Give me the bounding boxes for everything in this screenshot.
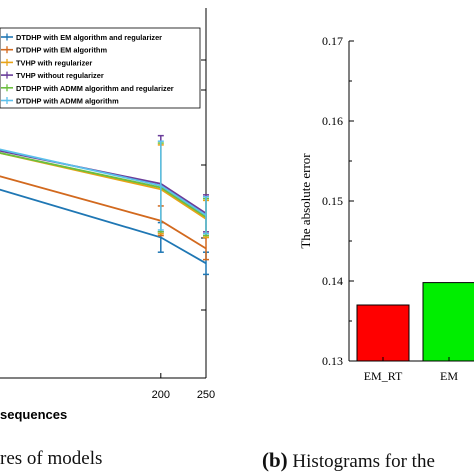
legend-box (0, 27, 201, 109)
y-tick-label: 0.16 (322, 114, 343, 128)
bar (422, 282, 474, 362)
series-line (0, 175, 207, 250)
legend-entry: DTDHP with EM algorithm and regularizer (16, 33, 162, 42)
y-tick-label: 0.15 (322, 194, 343, 208)
legend-entry: DTDHP with ADMM algorithm and regularize… (16, 84, 174, 93)
x-tick-label: 250 (197, 389, 215, 401)
x-tick-label: EM_RT (364, 369, 403, 383)
caption-right-text: Histograms for the (292, 451, 435, 472)
legend: DTDHP with EM algorithm and regularizer D… (0, 27, 201, 109)
caption-right: (b) Histograms for the (262, 448, 435, 473)
y-axis-label: The absolute error (298, 153, 313, 249)
legend-entry: DTDHP with EM algorithm (16, 46, 107, 55)
caption-left: res of models (0, 448, 103, 469)
legend-entry: TVHP without regularizer (16, 71, 104, 80)
x-tick-label: 200 (152, 389, 170, 401)
legend-entry: DTDHP with ADMM algorithm (16, 97, 119, 106)
y-tick-label: 0.13 (322, 354, 343, 368)
caption-right-label: (b) (262, 448, 288, 472)
x-axis-label: sequences (0, 407, 67, 422)
x-tick-label: EM (440, 369, 458, 383)
line-chart-panel: 200 250 sequences DTDHP with EM algorithm a… (0, 8, 215, 422)
y-tick-label: 0.14 (322, 274, 343, 288)
legend-entry: TVHP with regularizer (16, 58, 92, 67)
series-line (0, 151, 207, 218)
bar-chart-panel: 0.13 0.14 0.15 0.16 0.17 The absolute error EM… (298, 34, 474, 383)
y-tick-label: 0.17 (322, 34, 343, 48)
bar (356, 304, 410, 362)
